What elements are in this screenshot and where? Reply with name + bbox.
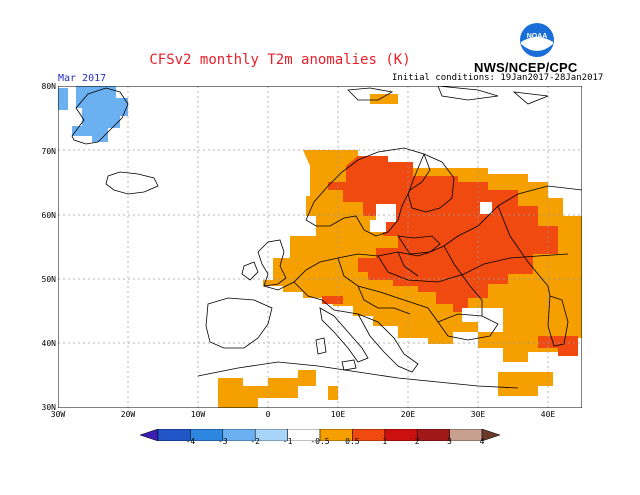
anomaly-map (58, 86, 582, 408)
colorbar-label: -1 (282, 437, 293, 446)
anomaly-region-cool (58, 86, 128, 142)
forecast-period: Mar 2017 (58, 73, 107, 84)
colorbar-label: -2 (250, 437, 260, 446)
colorbar-label: 4 (479, 437, 485, 446)
colorbar-label: 3 (447, 437, 452, 446)
svg-text:NOAA: NOAA (527, 33, 548, 40)
colorbar-label: -0.5 (310, 437, 330, 446)
lat-label-30n: 30N (41, 403, 56, 412)
map-gridlines (58, 86, 582, 408)
lon-label-20e: 20E (400, 410, 416, 419)
lat-label-80n: 80N (41, 82, 56, 91)
lon-label-0: 0 (265, 410, 271, 419)
lon-label-10w: 10W (190, 410, 206, 419)
map-title: CFSv2 monthly T2m anomalies (K) (149, 52, 411, 68)
lon-label-30e: 30E (470, 410, 486, 419)
lat-label-70n: 70N (41, 147, 56, 156)
initial-conditions: Initial conditions: 19Jan2017-28Jan2017 (392, 73, 604, 83)
colorbar-label: -3 (217, 437, 228, 446)
colorbar-label: 1 (382, 437, 388, 446)
lon-label-10e: 10E (330, 410, 346, 419)
colorbar-arrow-high (481, 429, 500, 441)
lat-label-40n: 40N (41, 339, 56, 348)
lon-label-20w: 20W (120, 410, 136, 419)
near-normal-patch (370, 202, 503, 332)
noaa-logo: NOAA (520, 23, 554, 57)
lon-label-30w: 30W (50, 410, 66, 419)
lat-label-60n: 60N (41, 211, 56, 220)
agency-label: NWS/NCEP/CPC (474, 60, 578, 75)
lon-label-40e: 40E (540, 410, 556, 419)
lat-label-50n: 50N (41, 275, 56, 284)
colorbar-label: 0.5 (345, 437, 360, 446)
colorbar (140, 429, 500, 441)
colorbar-label: -4 (185, 437, 196, 446)
colorbar-arrow-low (140, 429, 159, 441)
colorbar-label: 2 (414, 437, 420, 446)
coastlines (71, 86, 582, 389)
